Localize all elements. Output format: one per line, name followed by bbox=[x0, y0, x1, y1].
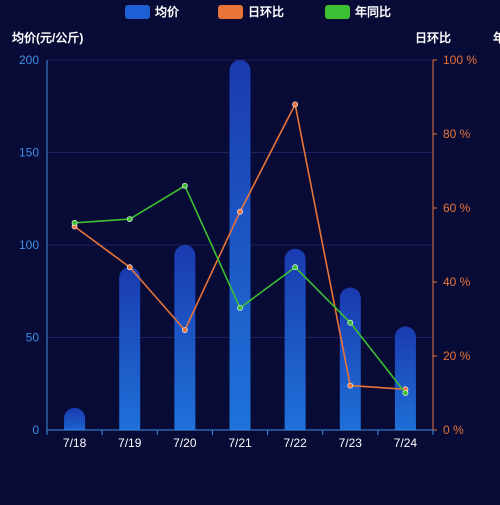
point-ring-3[interactable] bbox=[237, 208, 243, 215]
point-ring-1[interactable] bbox=[126, 264, 133, 271]
ratio-lines bbox=[71, 101, 409, 396]
x-tick-label: 7/24 bbox=[394, 436, 418, 450]
right-tick-label: 100 % bbox=[443, 53, 477, 67]
left-tick-label: 150 bbox=[19, 146, 39, 160]
left-tick-label: 50 bbox=[26, 331, 40, 345]
left-tick-label: 100 bbox=[19, 238, 39, 252]
legend-label-price[interactable]: 均价 bbox=[155, 4, 180, 19]
legend-label-yoy[interactable]: 年同比 bbox=[355, 4, 391, 19]
point-ring-2[interactable] bbox=[181, 327, 188, 333]
legend: 均价 日环比 年同比 bbox=[125, 4, 391, 19]
x-tick-label: 7/21 bbox=[228, 436, 252, 450]
bar-price-6[interactable] bbox=[394, 326, 416, 441]
right-tick-label: 60 % bbox=[443, 201, 471, 215]
bar-price-3[interactable] bbox=[229, 60, 251, 441]
point-yoy-6[interactable] bbox=[402, 390, 409, 396]
right-tick-label: 0 % bbox=[443, 423, 464, 437]
point-yoy-3[interactable] bbox=[237, 304, 243, 311]
point-ring-4[interactable] bbox=[292, 101, 299, 108]
right-tick-label: 80 % bbox=[443, 127, 471, 141]
legend-swatch-price[interactable] bbox=[125, 5, 150, 19]
bar-price-2[interactable] bbox=[174, 245, 196, 441]
point-yoy-1[interactable] bbox=[126, 216, 133, 222]
bar-price-1[interactable] bbox=[119, 267, 141, 441]
left-tick-label: 200 bbox=[19, 53, 39, 67]
point-ring-5[interactable] bbox=[347, 382, 354, 389]
right-axis-title: 日环比 bbox=[415, 30, 451, 45]
price-bars bbox=[46, 60, 434, 445]
x-tick-label: 7/18 bbox=[63, 436, 87, 450]
x-tick-label: 7/22 bbox=[283, 436, 307, 450]
point-yoy-2[interactable] bbox=[181, 182, 188, 189]
x-tick-label: 7/19 bbox=[118, 436, 142, 450]
left-axis-title: 均价(元/公斤) bbox=[12, 30, 83, 45]
legend-swatch-ring[interactable] bbox=[218, 5, 243, 19]
x-tick-label: 7/23 bbox=[339, 436, 363, 450]
right-axis-title-2: 年 bbox=[493, 30, 500, 45]
right-tick-label: 20 % bbox=[443, 349, 471, 363]
x-tick-label: 7/20 bbox=[173, 436, 197, 450]
bar-baseline-mask bbox=[46, 430, 434, 445]
bar-price-4[interactable] bbox=[284, 248, 306, 441]
bar-price-5[interactable] bbox=[339, 287, 361, 441]
point-yoy-5[interactable] bbox=[347, 319, 354, 326]
legend-swatch-yoy[interactable] bbox=[325, 5, 350, 19]
point-yoy-0[interactable] bbox=[71, 219, 78, 226]
left-tick-label: 0 bbox=[32, 423, 39, 437]
point-yoy-4[interactable] bbox=[292, 264, 299, 271]
right-tick-label: 40 % bbox=[443, 275, 471, 289]
axes: 0 50 100 150 200 0 % 20 % 40 % 60 % 80 % 100 % 7/18… bbox=[19, 53, 477, 450]
legend-label-ring[interactable]: 日环比 bbox=[248, 4, 284, 19]
